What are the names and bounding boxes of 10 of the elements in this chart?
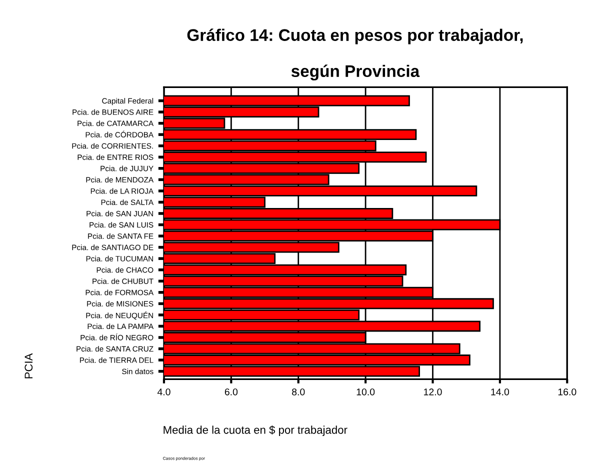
x-axis-title: Media de la cuota en $ por trabajador	[164, 425, 348, 436]
x-tick-label: 12.0	[424, 388, 442, 396]
x-tick-label: 16.0	[558, 388, 576, 396]
x-tick-label: 4.0	[157, 388, 170, 396]
x-tick-label: 8.0	[292, 388, 305, 396]
chart-title: Gráfico 14: Cuota en pesos por trabajador, según Provincia	[187, 28, 523, 80]
y-axis-title: PCIA	[24, 353, 33, 378]
x-tick-label: 6.0	[224, 388, 238, 396]
x-tick-label: 14.0	[491, 388, 510, 396]
x-tick-label: 10.0	[356, 388, 375, 396]
